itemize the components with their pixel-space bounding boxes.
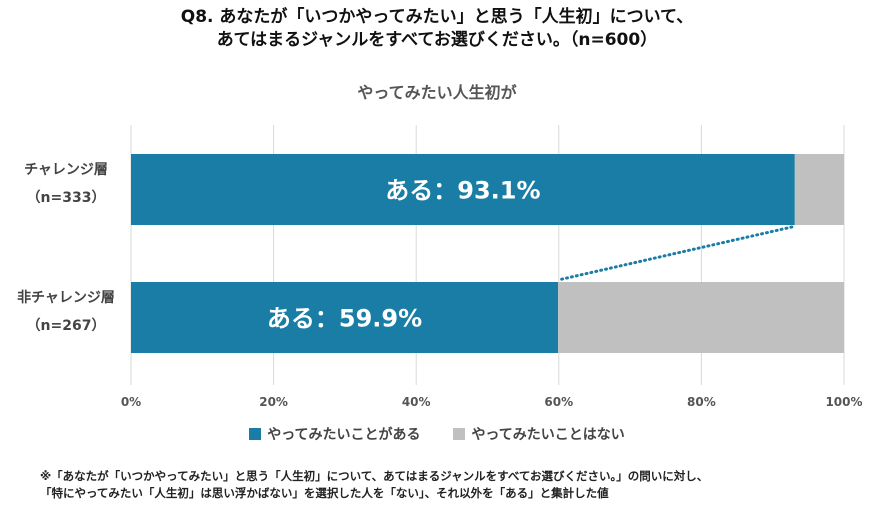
category-label-non-challenge: 非チャレンジ層 （n=267）: [6, 284, 126, 340]
category-n: （n=333）: [26, 190, 106, 206]
data-label-1: ある：59.9%: [267, 305, 422, 333]
question-title-line-2: あてはまるジャンルをすべてお選びください。（n=600）: [216, 30, 658, 50]
category-name: 非チャレンジ層: [17, 290, 115, 306]
connector-line: [556, 225, 794, 282]
legend-swatch-yes: [249, 428, 262, 440]
x-tick-label: 40%: [402, 395, 431, 409]
chart-title: やってみたい人生初が: [357, 83, 517, 102]
legend-swatch-no: [453, 428, 466, 440]
x-tick-label: 100%: [825, 395, 862, 409]
footnote-line-2: 「特にやってみたい「人生初」は思い浮かばない」を選択した人を「ない」、それ以外を…: [40, 486, 609, 500]
bar-yes-1: [131, 282, 559, 353]
legend-item-yes: やってみたいことがある: [249, 424, 421, 444]
x-tick-label: 80%: [687, 395, 716, 409]
category-name: チャレンジ層: [24, 162, 108, 178]
category-n: （n=267）: [26, 318, 106, 334]
footnote: ※「あなたが「いつかやってみたい」と思う「人生初」について、あてはまるジャンルを…: [40, 468, 870, 502]
legend: やってみたいことがある やってみたいことはない: [0, 424, 874, 444]
bar-yes-0: [131, 154, 795, 225]
x-tick-label: 20%: [259, 395, 288, 409]
data-label-0: ある：93.1%: [385, 177, 540, 205]
bar-no-0: [794, 154, 844, 225]
legend-label-yes: やってみたいことがある: [267, 427, 421, 443]
legend-item-no: やってみたいことはない: [453, 424, 625, 444]
footnote-line-1: ※「あなたが「いつかやってみたい」と思う「人生初」について、あてはまるジャンルを…: [40, 469, 709, 483]
category-label-challenge: チャレンジ層 （n=333）: [6, 156, 126, 212]
legend-label-no: やってみたいことはない: [471, 427, 625, 443]
bar-no-1: [558, 282, 844, 353]
x-tick-label: 60%: [544, 395, 573, 409]
question-title-line-1: Q8. あなたが「いつかやってみたい」と思う「人生初」について、: [180, 7, 694, 27]
question-title: Q8. あなたが「いつかやってみたい」と思う「人生初」について、 あてはまるジャ…: [0, 6, 874, 52]
x-tick-label: 0%: [121, 395, 141, 409]
